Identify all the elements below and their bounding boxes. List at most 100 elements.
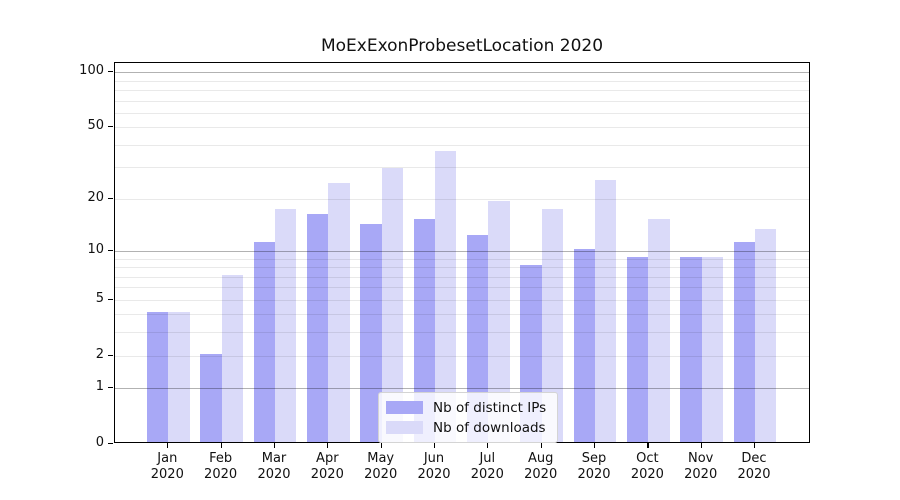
gridline-minor-7 bbox=[115, 276, 809, 278]
y-tick-label-50: 50 bbox=[87, 118, 104, 134]
bar-downloads-Oct bbox=[648, 218, 670, 442]
bar-ips-Apr bbox=[306, 213, 329, 442]
x-tick-label-year: 2020 bbox=[630, 467, 664, 483]
y-tick-label-1: 1 bbox=[95, 379, 104, 395]
bar-downloads-Jun bbox=[435, 151, 457, 442]
legend-item-distinct-ips: Nb of distinct IPs bbox=[386, 399, 549, 416]
x-tick-label-Aug: Aug 2020 bbox=[509, 451, 573, 484]
x-tick-label-month: Oct bbox=[636, 451, 659, 466]
x-tick-label-Sep: Sep 2020 bbox=[562, 451, 626, 484]
y-tick-50 bbox=[108, 126, 113, 128]
x-tick-label-month: Jan bbox=[157, 451, 178, 466]
bar-ips-Dec bbox=[733, 241, 755, 442]
bar-downloads-Apr bbox=[328, 182, 350, 442]
x-tick-label-Jul: Jul 2020 bbox=[455, 451, 519, 484]
gridline-minor-40 bbox=[115, 144, 809, 146]
gridline-major-100 bbox=[115, 72, 809, 74]
gridline-minor-70 bbox=[115, 100, 809, 102]
x-tick-label-Nov: Nov 2020 bbox=[669, 451, 733, 484]
y-tick-label-100: 100 bbox=[79, 63, 104, 79]
x-tick-label-year: 2020 bbox=[470, 467, 504, 483]
x-tick-Apr bbox=[327, 443, 329, 448]
bar-downloads-Aug bbox=[541, 209, 564, 442]
x-tick-label-year: 2020 bbox=[150, 467, 184, 483]
x-tick-label-month: Mar bbox=[261, 451, 287, 466]
x-tick-label-year: 2020 bbox=[524, 467, 558, 483]
bar-downloads-Dec bbox=[755, 229, 777, 442]
gridline-minor-20 bbox=[115, 198, 809, 200]
x-tick-label-May: May 2020 bbox=[349, 451, 413, 484]
x-tick-label-month: Dec bbox=[741, 451, 767, 466]
gridline-minor-50 bbox=[115, 127, 809, 129]
gridline-minor-2 bbox=[115, 355, 809, 357]
plot-area bbox=[114, 62, 810, 443]
gridline-minor-30 bbox=[115, 167, 809, 169]
gridline-minor-4 bbox=[115, 314, 809, 316]
x-tick-label-year: 2020 bbox=[204, 467, 238, 483]
bar-downloads-Jan bbox=[168, 312, 190, 442]
gridline-minor-3 bbox=[115, 332, 809, 334]
x-tick-label-year: 2020 bbox=[364, 467, 398, 483]
x-tick-Dec bbox=[754, 443, 756, 448]
bar-downloads-Nov bbox=[701, 256, 724, 442]
x-tick-label-month: Apr bbox=[316, 451, 339, 466]
bar-downloads-Feb bbox=[221, 274, 243, 442]
x-tick-label-year: 2020 bbox=[577, 467, 611, 483]
x-tick-label-month: Aug bbox=[527, 451, 554, 466]
gridline-minor-80 bbox=[115, 90, 809, 91]
gridline-major-1 bbox=[115, 388, 809, 390]
y-tick-2 bbox=[108, 354, 113, 356]
x-tick-label-Jan: Jan 2020 bbox=[135, 451, 199, 484]
x-tick-label-Apr: Apr 2020 bbox=[295, 451, 359, 484]
x-tick-label-year: 2020 bbox=[257, 467, 291, 483]
x-tick-label-Dec: Dec 2020 bbox=[722, 451, 786, 484]
legend-label-downloads: Nb of downloads bbox=[433, 419, 546, 436]
x-tick-Oct bbox=[647, 443, 649, 448]
gridline-minor-8 bbox=[115, 267, 809, 268]
bar-ips-Oct bbox=[627, 256, 649, 442]
legend: Nb of distinct IPs Nb of downloads bbox=[378, 392, 558, 443]
chart-title: MoExExonProbesetLocation 2020 bbox=[320, 36, 604, 56]
y-tick-100 bbox=[108, 71, 113, 73]
x-tick-label-year: 2020 bbox=[737, 467, 771, 483]
y-tick-10 bbox=[108, 249, 113, 251]
y-tick-1 bbox=[108, 387, 113, 389]
bar-ips-Jun bbox=[413, 218, 435, 442]
legend-swatch-distinct-ips bbox=[386, 401, 423, 414]
x-tick-label-month: Jun bbox=[423, 451, 445, 466]
bar-downloads-Sep bbox=[595, 179, 617, 442]
bar-ips-May bbox=[360, 223, 382, 442]
x-tick-Jun bbox=[434, 443, 436, 448]
bar-ips-Feb bbox=[200, 353, 222, 442]
y-tick-label-5: 5 bbox=[95, 290, 104, 306]
y-tick-label-0: 0 bbox=[95, 435, 104, 450]
x-tick-label-Mar: Mar 2020 bbox=[242, 451, 306, 484]
x-tick-label-month: Sep bbox=[581, 451, 607, 466]
gridline-minor-6 bbox=[115, 287, 809, 289]
bar-downloads-May bbox=[381, 168, 404, 442]
x-tick-Aug bbox=[540, 443, 542, 448]
bar-ips-Jul bbox=[466, 235, 489, 442]
x-tick-Feb bbox=[220, 443, 222, 448]
bar-ips-Jan bbox=[146, 312, 169, 442]
x-tick-label-month: Feb bbox=[209, 451, 233, 466]
x-tick-label-year: 2020 bbox=[417, 467, 451, 483]
bar-ips-Mar bbox=[253, 241, 275, 442]
gridline-minor-90 bbox=[115, 80, 809, 82]
x-tick-label-Oct: Oct 2020 bbox=[615, 451, 679, 484]
x-tick-label-month: Jul bbox=[479, 451, 496, 466]
legend-swatch-downloads bbox=[386, 421, 423, 434]
bar-downloads-Jul bbox=[488, 200, 510, 442]
x-tick-May bbox=[380, 443, 382, 448]
gridline-minor-5 bbox=[115, 299, 809, 301]
x-tick-Jan bbox=[167, 443, 169, 448]
x-tick-Jul bbox=[487, 443, 489, 448]
x-tick-label-month: Nov bbox=[688, 451, 714, 466]
y-tick-20 bbox=[108, 197, 113, 199]
x-tick-label-Jun: Jun 2020 bbox=[402, 451, 466, 484]
y-tick-5 bbox=[108, 298, 113, 300]
bar-downloads-Mar bbox=[275, 209, 297, 442]
y-tick-label-20: 20 bbox=[87, 189, 104, 205]
x-tick-label-year: 2020 bbox=[310, 467, 344, 483]
